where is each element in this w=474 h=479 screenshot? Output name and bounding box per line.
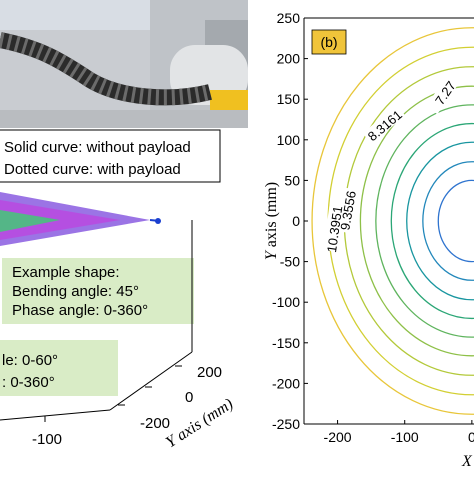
example-title: Example shape:	[12, 264, 120, 281]
y-axis-label: Y axis (mm)	[263, 182, 280, 260]
contour-label-bg-3	[323, 206, 344, 252]
legend-solid: Solid curve: without payload	[4, 139, 191, 156]
contour-line-3	[359, 85, 474, 357]
left-3d-axes	[0, 220, 193, 422]
range-line1: le: 0-60°	[2, 352, 58, 369]
range-line2: : 0-360°	[2, 374, 55, 391]
panel-label: (b)	[320, 34, 337, 50]
robot-photo	[0, 0, 248, 128]
range-box	[0, 340, 118, 396]
y-tick-label-7: -100	[272, 294, 300, 310]
x-tick-label-1: -100	[391, 429, 419, 445]
y-tick-label-1: 200	[277, 51, 301, 67]
example-phase: Phase angle: 0-360°	[12, 302, 148, 319]
workspace-cone	[0, 192, 161, 246]
left-y-tick-200: 200	[197, 364, 222, 381]
y-tick-label-9: -200	[272, 375, 300, 391]
contour-label-bg-1	[425, 70, 463, 115]
left-panel-svg: Solid curve: without payload Dotted curv…	[0, 0, 248, 451]
contour-line-0	[311, 27, 474, 415]
contour-label-3: 10.3951	[324, 205, 345, 254]
y-tick-label-6: -50	[280, 254, 300, 270]
example-bending: Bending angle: 45°	[12, 283, 139, 300]
contour-line-4	[375, 104, 474, 338]
left-y-axis-label: Y axis (mm)	[163, 395, 236, 451]
left-panel: Solid curve: without payload Dotted curv…	[0, 0, 248, 451]
y-tick-label-10: -250	[272, 416, 300, 432]
x-tick-label-0: -200	[324, 429, 352, 445]
x-axis-label: X	[461, 453, 473, 470]
contour-line-8	[437, 179, 474, 263]
example-box	[2, 258, 194, 324]
left-x-tick: -100	[32, 431, 62, 448]
contour-line-6	[406, 141, 474, 301]
y-tick-label-3: 100	[277, 132, 301, 148]
axis-layer: 250 200 150 100 50 0 -50 -100 -150 -200 -250 -200 -1…	[263, 10, 474, 470]
x-tick-label-2: 0	[468, 429, 474, 445]
contour-line-5	[390, 122, 474, 320]
contour-chart: 8.3161 7.27 9.3556 10.3951 250 200 150 100 50 0 -…	[262, 0, 474, 474]
y-tick-label-2: 150	[277, 91, 301, 107]
contour-label-bg-0	[362, 104, 406, 144]
contour-line-7	[422, 161, 474, 281]
contour-label-2: 9.3556	[337, 190, 359, 232]
contour-line-2	[343, 66, 474, 376]
y-tick-label-8: -150	[272, 335, 300, 351]
left-y-tick-neg200: -200	[140, 415, 170, 432]
y-tick-label-4: 50	[284, 172, 300, 188]
legend-dotted: Dotted curve: with payload	[4, 161, 181, 178]
panel-label-box	[311, 29, 347, 55]
y-tick-label-5: 0	[292, 213, 300, 229]
legend-box	[0, 129, 221, 183]
left-y-tick-0: 0	[185, 389, 193, 406]
y-tick-label-0: 250	[277, 10, 301, 26]
